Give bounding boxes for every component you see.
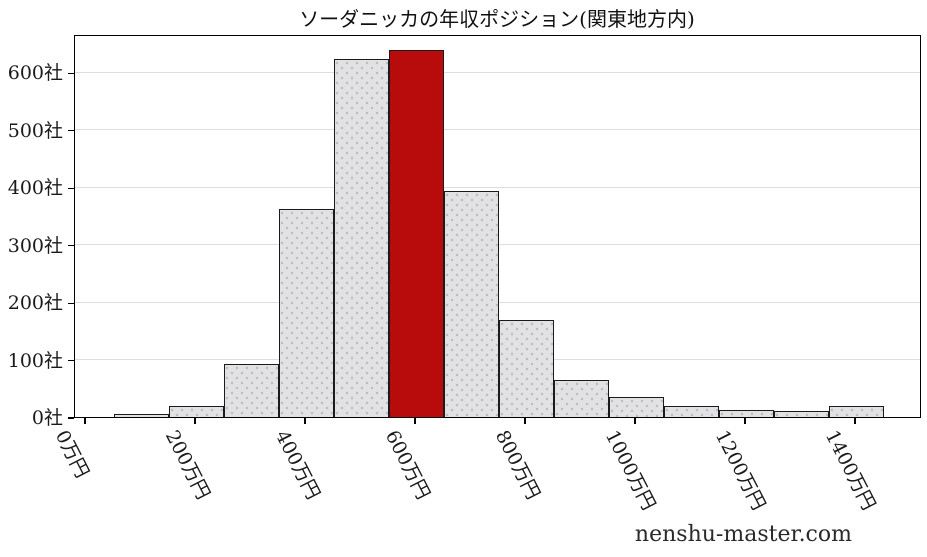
highlight-bar xyxy=(388,50,444,417)
y-tick-label: 500社 xyxy=(7,119,63,142)
x-tick-mark xyxy=(414,418,416,424)
y-tick-mark xyxy=(68,302,74,304)
y-tick-mark xyxy=(68,359,74,362)
y-tick-mark xyxy=(68,187,74,189)
y-tick-mark xyxy=(68,130,74,132)
x-tick-mark xyxy=(744,418,746,424)
histogram-bar xyxy=(168,405,224,417)
x-tick-label: 800万円 xyxy=(490,426,545,503)
histogram-bar xyxy=(278,209,334,417)
histogram-bar xyxy=(443,190,499,417)
histogram-bar xyxy=(828,405,884,417)
histogram-bar xyxy=(773,411,829,417)
x-tick-label: 1400万円 xyxy=(820,426,880,514)
x-tick-mark xyxy=(854,418,856,424)
x-tick-mark xyxy=(84,418,86,424)
y-tick-mark xyxy=(68,417,74,419)
watermark-text: nenshu-master.com xyxy=(634,522,852,547)
y-gridline xyxy=(75,186,920,188)
histogram-bar xyxy=(718,409,774,417)
x-tick-label: 400万円 xyxy=(270,426,325,503)
y-tick-label: 100社 xyxy=(7,349,63,372)
y-tick-label: 200社 xyxy=(7,292,63,315)
histogram-bar xyxy=(113,413,169,417)
histogram-bar xyxy=(608,397,664,417)
y-tick-mark xyxy=(68,245,74,247)
histogram-bar xyxy=(498,319,554,417)
y-gridline xyxy=(75,129,920,131)
x-tick-label: 0万円 xyxy=(50,426,94,482)
x-tick-label: 1000万円 xyxy=(600,426,660,514)
x-tick-mark xyxy=(194,418,196,424)
y-tick-label: 300社 xyxy=(7,234,63,257)
x-tick-label: 600万円 xyxy=(380,426,435,503)
chart-title: ソーダニッカの年収ポジション(関東地方内) xyxy=(299,7,695,31)
y-tick-mark xyxy=(68,72,74,75)
histogram-bar xyxy=(663,405,719,417)
histogram-bar xyxy=(553,379,609,417)
x-tick-mark xyxy=(524,418,526,424)
x-tick-label: 200万円 xyxy=(160,426,215,503)
x-tick-mark xyxy=(304,418,306,424)
x-tick-mark xyxy=(634,418,636,424)
x-tick-label: 1200万円 xyxy=(710,426,770,514)
y-tick-label: 600社 xyxy=(7,62,63,85)
histogram-bar xyxy=(223,364,279,417)
plot-area xyxy=(74,35,921,418)
y-tick-label: 400社 xyxy=(7,177,63,200)
y-gridline xyxy=(75,71,920,73)
y-tick-label: 0社 xyxy=(31,407,63,429)
histogram-bar xyxy=(333,58,389,417)
